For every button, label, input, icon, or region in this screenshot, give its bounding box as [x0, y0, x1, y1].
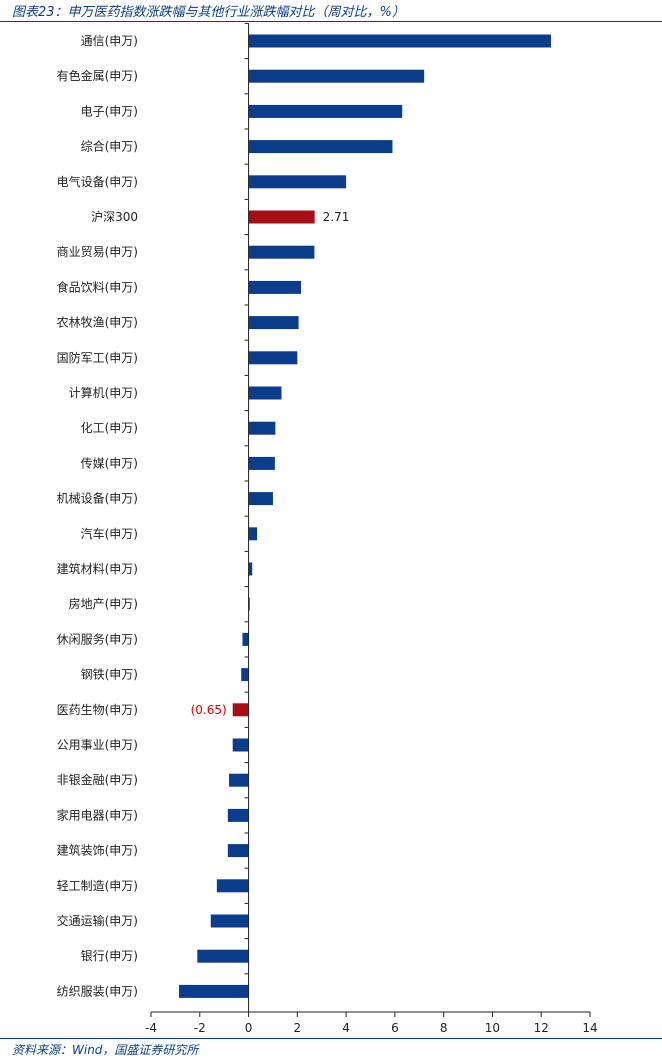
bar: [248, 175, 347, 189]
x-tick-label: 0: [245, 1021, 253, 1035]
category-label: 商业贸易(申万): [57, 244, 138, 259]
category-label: 公用事业(申万): [57, 738, 138, 752]
bar: [248, 492, 273, 506]
bar: [210, 914, 249, 928]
category-label: 建筑装饰(申万): [57, 843, 138, 858]
x-tick-label: 4: [342, 1021, 350, 1035]
bar: [197, 949, 249, 963]
category-label: 钢铁(申万): [81, 668, 138, 682]
source-rule: [0, 1038, 662, 1039]
data-label: 2.71: [323, 210, 350, 224]
bar: [242, 632, 249, 646]
category-label: 休闲服务(申万): [57, 631, 138, 646]
bar: [216, 879, 249, 893]
bar: [248, 562, 253, 576]
category-label: 农林牧渔(申万): [57, 316, 138, 330]
x-tick-label: -2: [194, 1021, 206, 1035]
category-label: 化工(申万): [81, 421, 138, 435]
bar: [227, 844, 249, 858]
category-label: 国防军工(申万): [57, 350, 138, 365]
x-tick-label: 12: [534, 1021, 549, 1035]
category-label: 非银金融(申万): [57, 772, 138, 787]
category-label: 医药生物(申万): [57, 703, 138, 717]
category-label: 食品饮料(申万): [57, 279, 138, 294]
bar: [232, 703, 249, 717]
data-labels: 2.71 (0.65): [191, 210, 350, 717]
bars-layer: [179, 34, 551, 998]
bar: [248, 386, 282, 400]
category-label: 家用电器(申万): [57, 807, 138, 822]
category-label: 电子(申万): [81, 104, 138, 118]
category-label: 机械设备(申万): [57, 491, 138, 506]
category-label: 有色金属(申万): [57, 68, 138, 83]
category-labels: 通信(申万) 有色金属(申万) 电子(申万) 综合(申万) 电气设备(申万) 沪深300 商…: [57, 34, 138, 998]
bar: [248, 34, 551, 48]
bar: [248, 527, 258, 541]
bar: [248, 316, 299, 330]
category-label: 计算机(申万): [69, 385, 138, 400]
category-label: 房地产(申万): [69, 596, 138, 611]
bar: [179, 984, 249, 998]
bar: [248, 280, 301, 294]
bar: [248, 421, 276, 435]
data-label: (0.65): [191, 703, 227, 717]
category-label: 轻工制造(申万): [57, 879, 138, 893]
bar: [248, 104, 403, 118]
bar: [241, 668, 249, 682]
bar: [248, 69, 425, 83]
x-tick-label: 8: [440, 1021, 448, 1035]
category-label: 沪深300: [91, 210, 138, 224]
category-label: 交通运输(申万): [57, 913, 138, 928]
bar: [248, 140, 393, 154]
chart-source: 资料来源：Wind，国盛证券研究所: [12, 1043, 199, 1057]
bar: [227, 808, 249, 822]
category-label: 纺织服装(申万): [57, 984, 138, 998]
chart-title: 图表23：申万医药指数涨跌幅与其他行业涨跌幅对比（周对比，%）: [12, 5, 405, 20]
category-label: 传媒(申万): [81, 455, 138, 470]
bar: [248, 456, 275, 470]
bar: [248, 597, 250, 611]
axes: -4 -2 0 2 4 6 8 10 12 14: [145, 22, 598, 1035]
category-label: 汽车(申万): [81, 526, 138, 541]
bar: [248, 351, 298, 365]
bar: [232, 738, 249, 752]
bar: [248, 245, 315, 259]
category-label: 银行(申万): [81, 949, 138, 963]
category-label: 建筑材料(申万): [57, 561, 138, 576]
bar: [229, 773, 249, 787]
category-label: 通信(申万): [81, 34, 138, 48]
category-label: 电气设备(申万): [57, 174, 138, 189]
x-tick-label: 2: [294, 1021, 302, 1035]
category-label: 综合(申万): [81, 139, 138, 154]
bar: [248, 210, 315, 224]
title-rule: [0, 21, 662, 22]
x-tick-label: -4: [145, 1021, 157, 1035]
x-tick-label: 6: [391, 1021, 399, 1035]
x-tick-label: 14: [582, 1021, 597, 1035]
x-tick-label: 10: [485, 1021, 500, 1035]
